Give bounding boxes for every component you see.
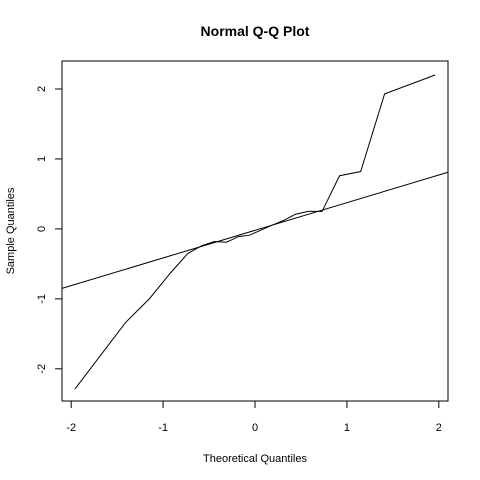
qq-reference-line-line [61, 171, 449, 289]
x-tick-label: 0 [252, 422, 258, 434]
x-tick-label: -2 [66, 422, 76, 434]
x-axis-label: Theoretical Quantiles [203, 453, 307, 465]
chart-title: Normal Q-Q Plot [201, 23, 310, 39]
y-axis-label: Sample Quantiles [5, 187, 17, 274]
y-tick-label: 1 [36, 156, 48, 162]
y-tick-label: 2 [36, 86, 48, 92]
y-tick-label: -2 [36, 364, 48, 374]
y-tick-label: -1 [36, 294, 48, 304]
x-tick-label: 1 [344, 422, 350, 434]
x-tick-label: 2 [436, 422, 442, 434]
y-tick-label: 0 [36, 226, 48, 232]
x-tick-label: -1 [158, 422, 168, 434]
sample-quantiles-line [74, 74, 436, 390]
